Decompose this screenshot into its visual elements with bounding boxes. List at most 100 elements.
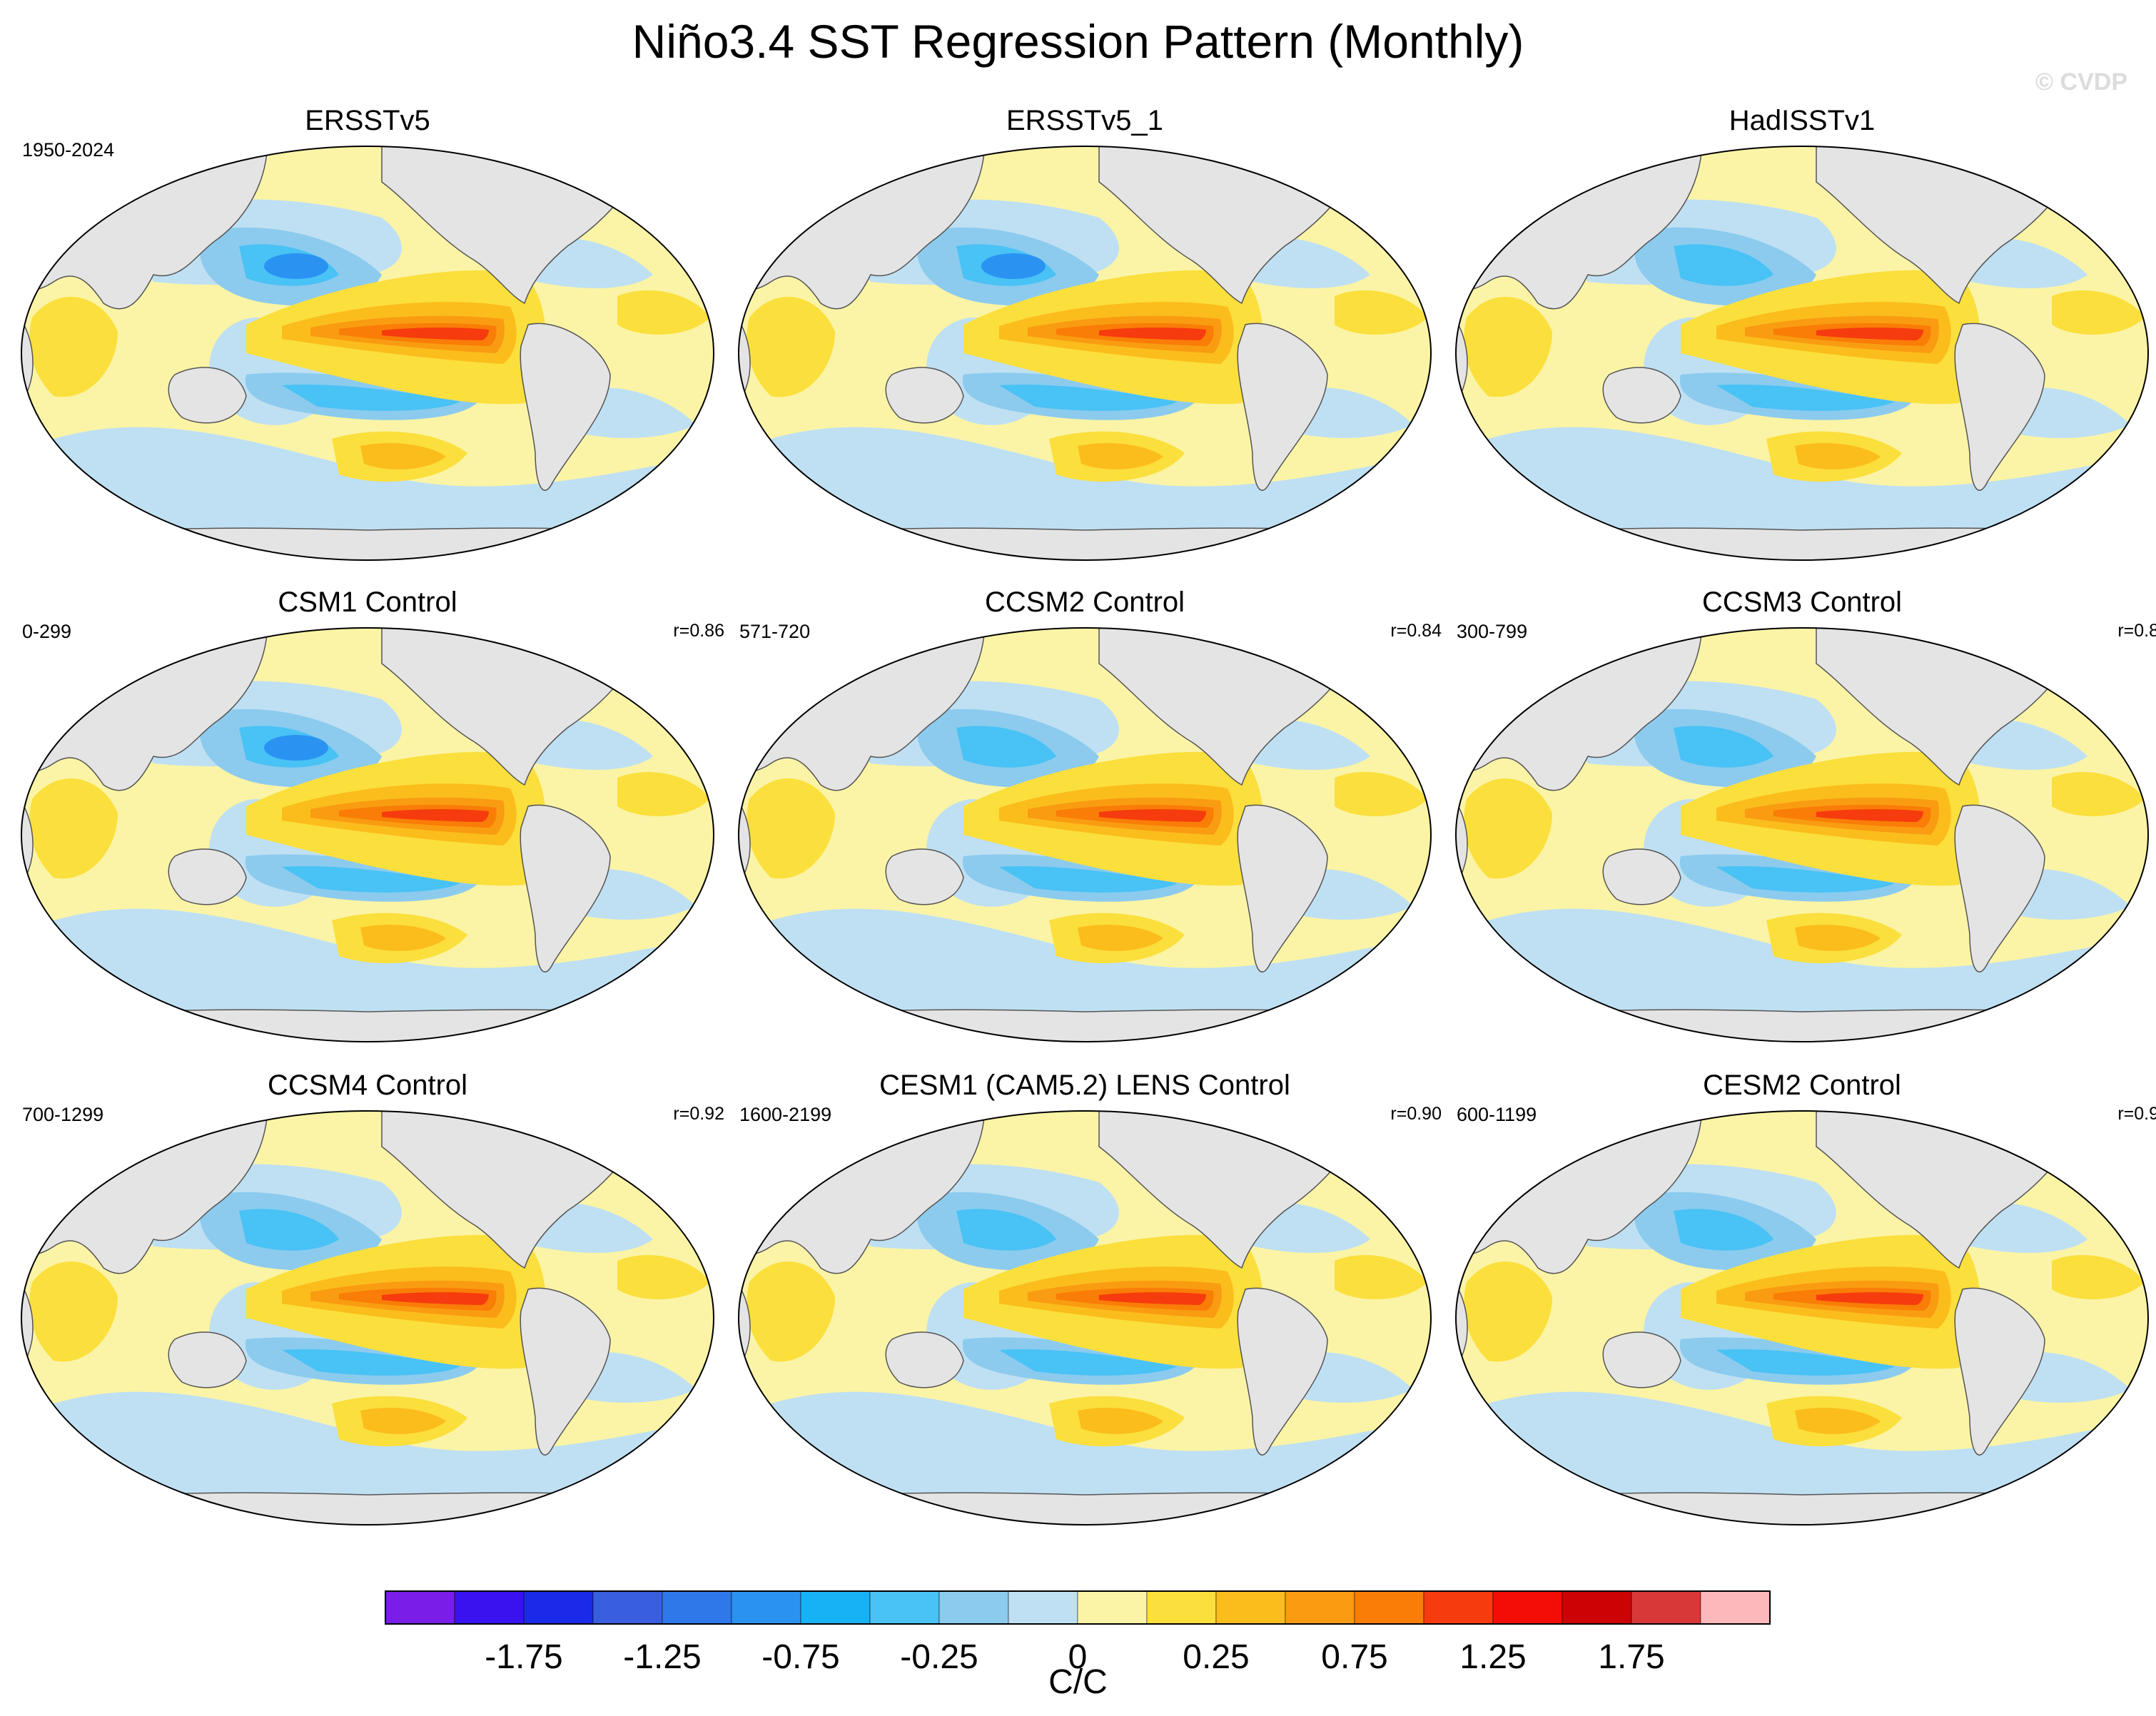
- colorbar-swatch: [938, 1590, 1009, 1625]
- landmass: [520, 323, 611, 491]
- map-panel: CSM1 Control 0-299 r=0.86: [11, 585, 724, 1070]
- anomaly-warm-patch: [1335, 290, 1427, 335]
- colorbar-swatch: [1492, 1590, 1563, 1625]
- panel-title: CCSM3 Control: [1701, 587, 1903, 618]
- colorbar-swatch: [800, 1590, 871, 1625]
- anomaly-cool-north-pacific-core: [1674, 726, 1773, 768]
- map-outline: [738, 627, 1432, 1042]
- anomaly-warm-tongue: [1099, 1292, 1206, 1305]
- anomaly-warm-tongue: [1099, 809, 1206, 822]
- panel-title: CSM1 Control: [278, 587, 457, 618]
- colorbar-swatch: [385, 1590, 455, 1625]
- colorbar-tick-label: 1.25: [1459, 1638, 1526, 1676]
- colorbar-swatch: [1700, 1590, 1771, 1625]
- anomaly-cool-strong: [264, 735, 328, 761]
- colorbar-tick-label: 0: [1068, 1638, 1088, 1676]
- colorbar-swatch: [1423, 1590, 1494, 1625]
- anomaly-cool-south-pacific-core: [1716, 1349, 1895, 1376]
- colorbar-tick-label: -1.25: [623, 1638, 701, 1676]
- landmass: [1456, 527, 2148, 560]
- landmass: [885, 848, 964, 905]
- landmass: [520, 1287, 611, 1456]
- map-panel: CESM1 (CAM5.2) LENS Control 1600-2199 r=0.…: [728, 1068, 1442, 1553]
- landmass: [739, 1009, 1431, 1042]
- map-outline: [1455, 146, 2149, 561]
- panel-title: ERSSTv5: [305, 105, 430, 136]
- colorbar-swatch: [1562, 1590, 1632, 1625]
- landmass: [1602, 1331, 1681, 1388]
- anomaly-cool-south-pacific-core: [282, 1349, 460, 1376]
- landmass: [885, 1331, 964, 1388]
- panel-years: 0-299: [22, 621, 72, 642]
- anomaly-warm-tongue: [1099, 328, 1206, 340]
- landmass: [21, 1492, 714, 1525]
- anomaly-warm-patch: [29, 778, 118, 879]
- anomaly-warm-patch: [2052, 1254, 2145, 1299]
- anomaly-cool-south-pacific-core: [282, 385, 460, 411]
- landmass: [602, 628, 697, 666]
- colorbar-swatch: [1146, 1590, 1217, 1625]
- anomaly-warm-tongue: [1816, 328, 1923, 340]
- panel-title: CCSM2 Control: [984, 587, 1185, 618]
- map-outline: [21, 1110, 714, 1525]
- panel-pattern-correlation: r=0.84: [1390, 621, 1442, 641]
- colorbar-swatch: [523, 1590, 594, 1625]
- landmass: [1954, 804, 2045, 973]
- anomaly-warm-tongue: [382, 809, 489, 822]
- panel-title: ERSSTv5_1: [1006, 105, 1164, 136]
- colorbar-swatch: [869, 1590, 940, 1625]
- panel-pattern-correlation: r=0.8: [2117, 621, 2156, 641]
- anomaly-warm-patch: [617, 771, 710, 816]
- anomaly-warm-patch: [29, 297, 118, 397]
- panel-years: 600-1199: [1457, 1104, 1537, 1125]
- anomaly-cool-south-pacific-core: [282, 866, 460, 893]
- world-map: [21, 1110, 714, 1525]
- anomaly-warm-patch: [1078, 924, 1163, 951]
- map-outline: [738, 1110, 1432, 1525]
- anomaly-warm-tongue: [1816, 809, 1923, 822]
- panel-pattern-correlation: r=0.90: [1390, 1104, 1442, 1124]
- landmass: [1237, 1287, 1328, 1456]
- world-map: [738, 1110, 1432, 1525]
- landmass: [885, 367, 964, 424]
- world-map: [1455, 1110, 2149, 1525]
- anomaly-warm-patch: [360, 442, 446, 469]
- map-outline: [738, 146, 1432, 561]
- colorbar-swatch: [1631, 1590, 1701, 1625]
- anomaly-warm-patch: [29, 1261, 118, 1362]
- map-outline: [1455, 627, 2149, 1042]
- landmass: [1954, 1287, 2045, 1456]
- map-panel: ERSSTv5_1: [728, 103, 1442, 589]
- map-panel: CCSM3 Control 300-799 r=0.8: [1445, 585, 2156, 1070]
- landmass: [1954, 323, 2045, 491]
- landmass: [21, 1009, 714, 1042]
- world-map: [21, 627, 714, 1042]
- anomaly-warm-patch: [746, 297, 835, 397]
- landmass: [21, 527, 714, 560]
- colorbar-tick-label: 1.75: [1598, 1638, 1664, 1676]
- map-panel: HadISSTv1: [1445, 103, 2156, 589]
- colorbar-frame: [385, 1590, 1771, 1625]
- anomaly-warm-patch: [1335, 1254, 1427, 1299]
- colorbar-tick-label: 0.25: [1183, 1638, 1249, 1676]
- anomaly-warm-patch: [2052, 290, 2145, 335]
- landmass: [1602, 367, 1681, 424]
- anomaly-cool-south-pacific-core: [1716, 866, 1895, 893]
- figure-title: Niño3.4 SST Regression Pattern (Monthly): [632, 15, 1524, 68]
- anomaly-warm-patch: [1335, 771, 1427, 816]
- landmass: [2037, 146, 2131, 184]
- colorbar-swatch: [454, 1590, 525, 1625]
- colorbar-swatch: [1354, 1590, 1424, 1625]
- colorbar-swatch: [731, 1590, 801, 1625]
- landmass: [168, 1331, 247, 1388]
- anomaly-warm-patch: [1795, 924, 1881, 951]
- anomaly-warm-patch: [746, 1261, 835, 1362]
- colorbar-swatch: [592, 1590, 663, 1625]
- map-panel: CCSM4 Control 700-1299 r=0.92: [11, 1068, 724, 1553]
- landmass: [2037, 1111, 2131, 1149]
- anomaly-cool-south-pacific-core: [999, 385, 1178, 411]
- colorbar: -1.75 -1.25 -0.75 -0.25 0 0.25 0.75 1.25 1.75: [385, 1590, 1771, 1676]
- world-map: [21, 146, 714, 561]
- colorbar-swatch: [1215, 1590, 1286, 1625]
- landmass: [739, 527, 1431, 560]
